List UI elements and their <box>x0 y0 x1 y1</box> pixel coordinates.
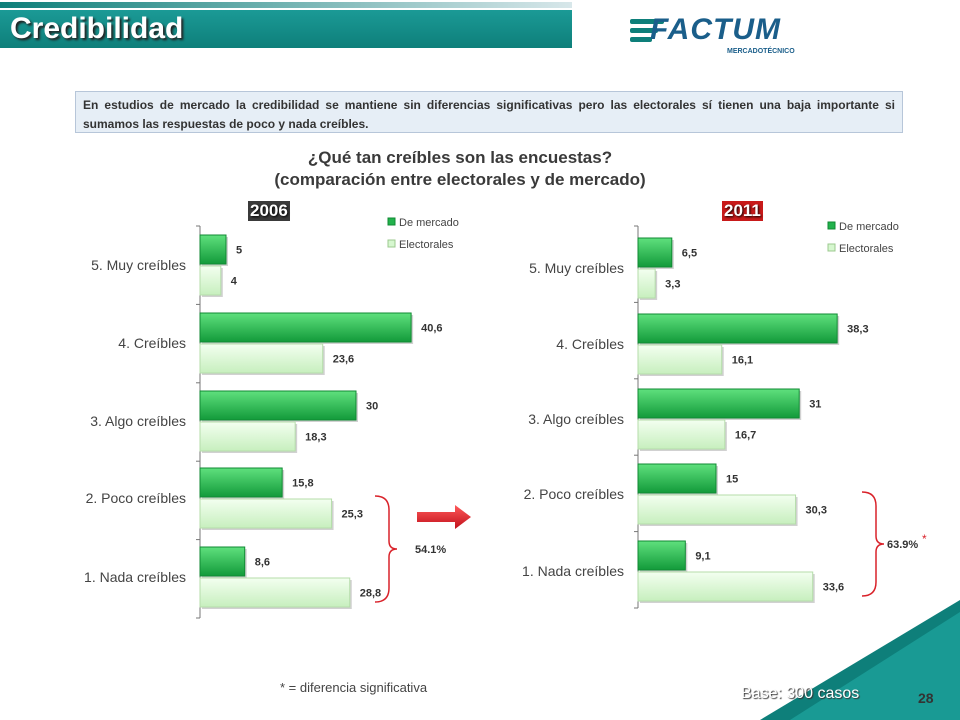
chart-2011-bar-market <box>637 313 838 344</box>
chart-2011-data-label: 16,7 <box>735 430 756 442</box>
chart-2006-legend-label: De mercado <box>399 217 459 229</box>
chart-2011-data-label: 30,3 <box>806 505 827 517</box>
question-line-1: ¿Qué tan creíbles son las encuestas? <box>307 148 613 167</box>
chart-2006-bracket-label: 54.1% <box>415 544 446 556</box>
chart-2006-bar-electoral <box>199 421 296 452</box>
chart-2006-data-label: 28,8 <box>360 588 381 600</box>
right-arrow-icon <box>417 505 471 529</box>
title-bar: Credibilidad <box>0 2 572 48</box>
chart-2006-bar-market <box>199 467 283 498</box>
logo-name: FACTUM <box>650 13 781 46</box>
chart-2011-legend-swatch <box>827 243 836 252</box>
chart-2011-data-label: 33,6 <box>823 582 844 594</box>
chart-2011-bar-electoral <box>637 494 797 525</box>
chart-2006-legend-swatch <box>387 217 396 226</box>
chart-2006-category-label: 2. Poco creíbles <box>86 490 186 506</box>
chart-2011-category-label: 4. Creíbles <box>556 336 624 352</box>
factum-logo: FACTUM MERCADOTÉCNICO <box>630 13 830 57</box>
chart-2011-bar-electoral <box>637 419 726 450</box>
logo-stripes-icon <box>630 19 664 46</box>
chart-2006-category-label: 5. Muy creíbles <box>91 257 186 273</box>
chart-2011-bar-market <box>637 388 800 419</box>
intro-textbox: En estudios de mercado la credibilidad s… <box>75 91 903 133</box>
chart-2006-data-label: 5 <box>236 245 242 257</box>
chart-2006-legend-label: Electorales <box>399 239 454 251</box>
chart-2011-category-label: 2. Poco creíbles <box>524 486 624 502</box>
chart-2006-data-label: 23,6 <box>333 354 354 366</box>
chart-2006-data-label: 15,8 <box>292 478 313 490</box>
chart-2011-legend-label: Electorales <box>839 243 894 255</box>
chart-2011-legend-swatch <box>827 221 836 230</box>
base-cases: Base: 300 casos <box>741 685 860 702</box>
chart-2011-data-label: 15 <box>726 474 738 486</box>
chart-2011-title: 2011 <box>722 201 763 221</box>
chart-2011-bar-market <box>637 540 686 571</box>
chart-2006-data-label: 30 <box>366 401 378 413</box>
chart-2011-bar-market <box>637 237 673 268</box>
chart-2011-category-label: 1. Nada creíbles <box>522 563 624 579</box>
chart-2006-bar-electoral <box>199 343 324 374</box>
chart-2006-bar-electoral <box>199 265 222 296</box>
chart-2006-bar-market <box>199 546 246 577</box>
logo-subtitle: MERCADOTÉCNICO <box>727 48 795 55</box>
page-number: 28 <box>918 690 934 706</box>
chart-2011-bar-electoral <box>637 268 656 299</box>
chart-2011-bar-electoral <box>637 344 723 375</box>
page-title: Credibilidad <box>10 12 184 45</box>
chart-2011-category-label: 5. Muy creíbles <box>529 260 624 276</box>
chart-2011-significance-mark: * <box>922 532 927 546</box>
chart-2006-data-label: 8,6 <box>255 557 270 569</box>
chart-2006-title: 2006 <box>248 201 290 221</box>
chart-2006-bar-market <box>199 234 227 265</box>
chart-2006-bar-electoral <box>199 577 351 608</box>
chart-2011-data-label: 9,1 <box>695 551 710 563</box>
chart-2011-data-label: 3,3 <box>665 279 680 291</box>
chart-2006-data-label: 4 <box>231 276 238 288</box>
chart-2006-category-label: 3. Algo creíbles <box>90 413 186 429</box>
chart-2006-data-label: 40,6 <box>421 323 442 335</box>
chart-2006-bar-market <box>199 312 412 343</box>
significance-footnote: * = diferencia significativa <box>280 680 428 695</box>
question-line-2: (comparación entre electorales y de merc… <box>274 170 646 189</box>
chart-2006-data-label: 18,3 <box>305 432 326 444</box>
chart-2011-category-label: 3. Algo creíbles <box>528 411 624 427</box>
chart-2011-data-label: 31 <box>809 399 821 411</box>
chart-2011-bar-market <box>637 463 717 494</box>
chart-2011-bar-electoral <box>637 571 814 602</box>
corner-decoration <box>760 600 960 720</box>
chart-2006-category-label: 1. Nada creíbles <box>84 569 186 585</box>
chart-2011-bracket-label: 63.9% <box>887 539 918 551</box>
chart-2006-category-label: 4. Creíbles <box>118 335 186 351</box>
chart-2011-data-label: 6,5 <box>682 248 697 260</box>
chart-2006-bar-electoral <box>199 498 333 529</box>
chart-2006-bracket <box>374 495 398 603</box>
question-title: ¿Qué tan creíbles son las encuestas? (co… <box>200 147 720 191</box>
chart-2006-data-label: 25,3 <box>342 509 363 521</box>
chart-2011-data-label: 38,3 <box>847 324 868 336</box>
chart-2006-legend-swatch <box>387 239 396 248</box>
chart-2011-data-label: 16,1 <box>732 355 753 367</box>
chart-2011-legend-label: De mercado <box>839 221 899 233</box>
chart-2011-bracket <box>861 491 885 597</box>
chart-2006-bar-market <box>199 390 357 421</box>
